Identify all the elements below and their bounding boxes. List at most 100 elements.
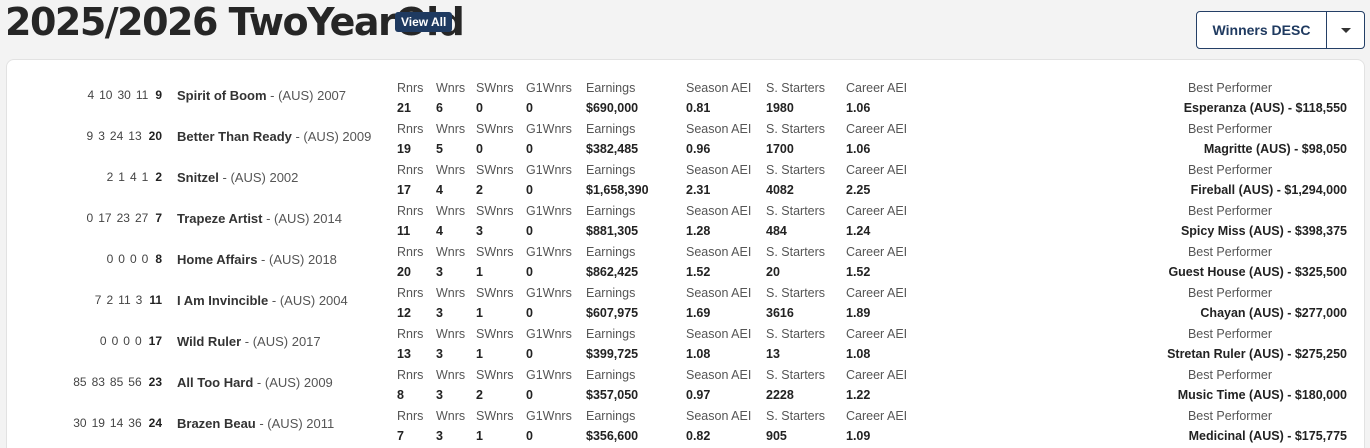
sire-name-link[interactable]: All Too Hard: [177, 375, 254, 390]
stat-g1-winners: G1Wnrs 0: [526, 160, 572, 200]
sire-name-link[interactable]: I Am Invincible: [177, 293, 269, 308]
sire-row: 2 1 4 1 2 Snitzel - (AUS) 2002 Rnrs 17 Wnrs 4 SWnr…: [7, 148, 1364, 197]
sort-dropdown-label[interactable]: Winners DESC: [1212, 22, 1311, 38]
stat-label: Rnrs: [397, 204, 424, 218]
stat-label: Season AEI: [686, 409, 752, 423]
stat-value: 5: [436, 142, 443, 156]
sire-stat-number: 23: [116, 211, 130, 225]
stat-earnings: Earnings $357,050: [586, 365, 638, 405]
stat-label: Rnrs: [397, 409, 424, 423]
best-performer-label: Best Performer: [1187, 81, 1272, 95]
stat-g1-winners: G1Wnrs 0: [526, 242, 572, 282]
stat-value: 7: [397, 429, 404, 443]
stat-earnings: Earnings $881,305: [586, 201, 638, 241]
stat-value: 0: [476, 142, 483, 156]
stat-value: 6: [436, 101, 443, 115]
stat-value: 4: [436, 183, 443, 197]
stat-label: Career AEI: [846, 163, 908, 177]
sire-entry: Trapeze Artist - (AUS) 2014: [177, 211, 342, 226]
best-performer-link[interactable]: Medicinal (AUS) - $175,775: [1188, 429, 1347, 443]
stat-value: 1.69: [686, 306, 711, 320]
sire-name-link[interactable]: Wild Ruler: [177, 334, 242, 349]
stat-runners: Rnrs 7: [397, 406, 423, 446]
best-performer-link[interactable]: Magritte (AUS) - $98,050: [1203, 142, 1347, 156]
sire-stat-number: 56: [128, 375, 142, 389]
best-performer-link[interactable]: Esperanza (AUS) - $118,550: [1183, 101, 1347, 115]
stat-value: 905: [766, 429, 787, 443]
stat-career-aei: Career AEI 1.52: [846, 242, 907, 282]
sire-info: - (AUS) 2011: [255, 416, 335, 431]
best-performer-label: Best Performer: [1187, 245, 1272, 259]
stat-career-aei: Career AEI 1.09: [846, 406, 907, 446]
stat-stakes-winners: SWnrs 1: [476, 324, 514, 364]
best-performer-link[interactable]: Fireball (AUS) - $1,294,000: [1190, 183, 1347, 197]
view-all-button[interactable]: View All: [395, 12, 453, 32]
stat-value: 20: [397, 265, 411, 279]
stat-g1-winners: G1Wnrs 0: [526, 324, 572, 364]
stat-season-starters: S. Starters 1700: [766, 119, 825, 159]
sire-stat-number: 17: [98, 211, 112, 225]
stat-value: 1700: [766, 142, 794, 156]
sort-dropdown-toggle[interactable]: [1326, 12, 1364, 48]
best-performer-label: Best Performer: [1187, 163, 1272, 177]
stat-label: G1Wnrs: [526, 81, 572, 95]
sire-name-link[interactable]: Brazen Beau: [177, 416, 256, 431]
stat-value: 0: [476, 101, 483, 115]
sire-stat-number: 1: [118, 170, 125, 184]
stat-label: Career AEI: [846, 368, 908, 382]
stat-label: S. Starters: [766, 81, 826, 95]
stat-value: 2: [476, 183, 483, 197]
best-performer-label: Best Performer: [1187, 409, 1272, 423]
stat-label: Rnrs: [397, 327, 424, 341]
stat-value: 13: [397, 347, 411, 361]
stat-label: G1Wnrs: [526, 163, 572, 177]
stat-earnings: Earnings $607,975: [586, 283, 638, 323]
stat-label: S. Starters: [766, 409, 826, 423]
stat-label: Earnings: [586, 368, 636, 382]
sire-stat-number: 10: [99, 88, 113, 102]
stat-stakes-winners: SWnrs 1: [476, 283, 514, 323]
sire-name-link[interactable]: Snitzel: [177, 170, 219, 185]
best-performer-link[interactable]: Stretan Ruler (AUS) - $275,250: [1167, 347, 1347, 361]
stat-label: Wnrs: [436, 204, 466, 218]
sire-entry: I Am Invincible - (AUS) 2004: [177, 293, 348, 308]
sort-dropdown[interactable]: Winners DESC: [1196, 11, 1365, 49]
best-performer-link[interactable]: Music Time (AUS) - $180,000: [1177, 388, 1347, 402]
stat-value: 1.08: [846, 347, 871, 361]
stat-season-starters: S. Starters 484: [766, 201, 825, 241]
stat-winners: Wnrs 4: [436, 160, 465, 200]
stat-value: 20: [766, 265, 780, 279]
stat-label: Season AEI: [686, 122, 752, 136]
sire-info: - (AUS) 2018: [257, 252, 337, 267]
stat-stakes-winners: SWnrs 0: [476, 78, 514, 118]
stat-value: 0.97: [686, 388, 711, 402]
sire-stat-number: 27: [134, 211, 149, 225]
sire-stat-number: 0: [99, 334, 107, 348]
best-performer-link[interactable]: Guest House (AUS) - $325,500: [1168, 265, 1347, 279]
stat-value: 3: [436, 429, 443, 443]
sire-rank-total: 11: [149, 293, 162, 307]
sire-name-link[interactable]: Trapeze Artist: [177, 211, 263, 226]
stat-value: 11: [397, 224, 411, 238]
stat-season-aei: Season AEI 0.97: [686, 365, 751, 405]
stat-stakes-winners: SWnrs 2: [476, 160, 514, 200]
stat-season-aei: Season AEI 1.69: [686, 283, 751, 323]
sire-entry: Better Than Ready - (AUS) 2009: [177, 129, 371, 144]
sire-stat-number: 2: [106, 293, 114, 307]
stat-value: 3: [476, 224, 483, 238]
stat-label: G1Wnrs: [526, 204, 572, 218]
sire-rank-total: 20: [148, 129, 162, 143]
sire-info: - (AUS) 2007: [266, 88, 347, 103]
sire-stat-number: 0: [86, 211, 94, 225]
sire-stat-number: 13: [128, 129, 142, 143]
best-performer-link[interactable]: Chayan (AUS) - $277,000: [1200, 306, 1347, 320]
stat-value: 1.52: [846, 265, 871, 279]
best-performer-link[interactable]: Spicy Miss (AUS) - $398,375: [1180, 224, 1347, 238]
sire-name-link[interactable]: Better Than Ready: [177, 129, 292, 144]
sire-name-link[interactable]: Home Affairs: [177, 252, 258, 267]
sire-entry: Home Affairs - (AUS) 2018: [177, 252, 337, 267]
best-performer: Best Performer Fireball (AUS) - $1,294,00…: [1188, 160, 1347, 200]
stat-g1-winners: G1Wnrs 0: [526, 201, 572, 241]
stat-label: Rnrs: [397, 245, 424, 259]
sire-name-link[interactable]: Spirit of Boom: [177, 88, 267, 103]
